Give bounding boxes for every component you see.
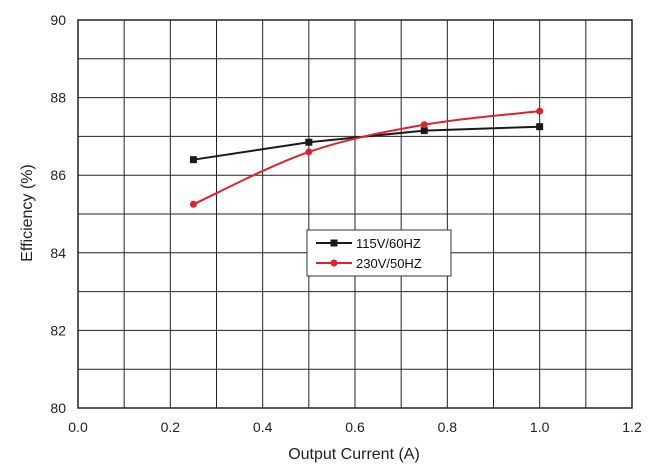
y-tick-label: 84 (50, 245, 66, 261)
x-tick-label: 0.2 (161, 419, 181, 435)
series-line-1 (193, 110, 540, 206)
y-tick-label: 88 (50, 90, 66, 106)
tick-labels: 0.0 0.2 0.4 0.6 0.8 1.0 1.2 80 82 84 86 88 90 (50, 12, 642, 435)
legend: 115V/60HZ 230V/50HZ (306, 229, 452, 277)
data-point-circle (420, 121, 428, 129)
x-tick-label: 0.4 (253, 419, 273, 435)
data-point-square (420, 127, 428, 135)
series-layer (189, 107, 544, 208)
data-point-square (189, 156, 197, 164)
legend-box (306, 229, 452, 277)
legend-label-230v: 230V/50HZ (356, 256, 422, 271)
x-tick-label: 0.6 (345, 419, 365, 435)
x-tick-label: 0.8 (438, 419, 458, 435)
x-tick-label: 0.0 (68, 419, 88, 435)
y-tick-label: 82 (50, 322, 66, 338)
data-point-circle (189, 200, 197, 208)
legend-marker-230v (330, 259, 338, 267)
data-point-square (536, 123, 544, 131)
grid (77, 19, 633, 409)
data-point-square (305, 138, 313, 146)
y-tick-label: 80 (50, 400, 66, 416)
x-tick-label: 1.0 (530, 419, 550, 435)
data-point-circle (536, 107, 544, 115)
y-tick-label: 86 (50, 167, 66, 183)
legend-marker-115v (330, 239, 338, 247)
y-tick-label: 90 (50, 12, 66, 28)
x-tick-label: 1.2 (622, 419, 642, 435)
y-axis-label: Efficiency (%) (19, 164, 36, 262)
legend-label-115v: 115V/60HZ (356, 236, 421, 251)
x-axis-label: Output Current (A) (288, 446, 420, 463)
data-point-circle (305, 148, 313, 156)
